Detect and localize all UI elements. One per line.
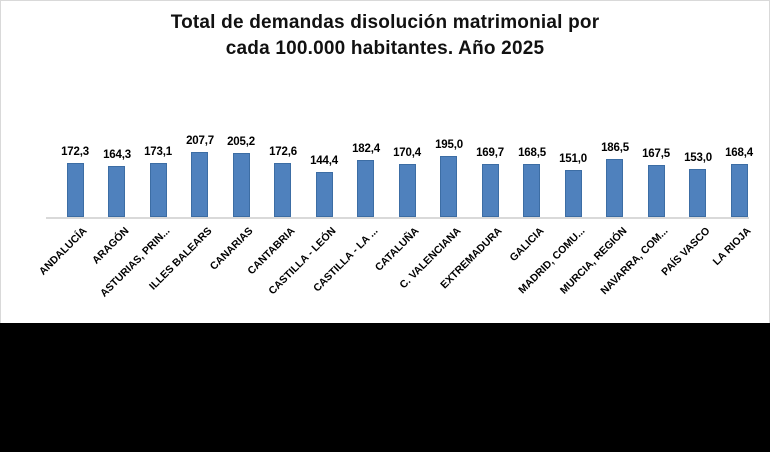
bar xyxy=(191,152,208,217)
bar xyxy=(565,170,582,217)
bar-value-label: 168,5 xyxy=(518,147,546,159)
bar xyxy=(316,172,333,217)
bar xyxy=(108,166,125,217)
chart-title-line2: cada 100.000 habitantes. Año 2025 xyxy=(225,38,545,59)
chart-title-line1: Total de demandas disolución matrimonial… xyxy=(170,12,600,33)
bar-value-label: 172,3 xyxy=(61,146,89,158)
bar-value-label: 207,7 xyxy=(186,135,214,147)
bar xyxy=(482,164,499,217)
bar xyxy=(399,164,416,217)
bar xyxy=(274,163,291,217)
bar-value-label: 173,1 xyxy=(144,146,172,158)
bar-value-label: 182,4 xyxy=(352,143,380,155)
chart-area: Total de demandas disolución matrimonial… xyxy=(0,0,770,323)
bar xyxy=(648,165,665,217)
chart-title: Total de demandas disolución matrimonial… xyxy=(1,10,769,62)
x-axis-line xyxy=(46,217,749,219)
bar-value-label: 151,0 xyxy=(559,153,587,165)
bar-value-label: 195,0 xyxy=(435,139,463,151)
bar xyxy=(150,163,167,217)
bar-value-label: 186,5 xyxy=(601,142,629,154)
bar xyxy=(689,169,706,217)
bar xyxy=(523,164,540,217)
bar xyxy=(440,156,457,217)
bar-value-label: 169,7 xyxy=(476,147,504,159)
bar xyxy=(357,160,374,217)
bar xyxy=(606,159,623,217)
bar-value-label: 172,6 xyxy=(269,146,297,158)
bar-value-label: 168,4 xyxy=(725,147,753,159)
bar-plot: 172,3 ANDALUCÍA 164,3 ARAGÓN 173,1 ASTURIAS, … xyxy=(1,1,770,324)
bar xyxy=(67,163,84,217)
black-footer-band xyxy=(0,323,770,452)
bar-value-label: 167,5 xyxy=(642,148,670,160)
bar-value-label: 170,4 xyxy=(393,147,421,159)
bar xyxy=(233,153,250,217)
bar-value-label: 164,3 xyxy=(103,149,131,161)
bar-value-label: 205,2 xyxy=(227,136,255,148)
bar-value-label: 153,0 xyxy=(684,152,712,164)
bar-value-label: 144,4 xyxy=(310,155,338,167)
bar xyxy=(731,164,748,217)
